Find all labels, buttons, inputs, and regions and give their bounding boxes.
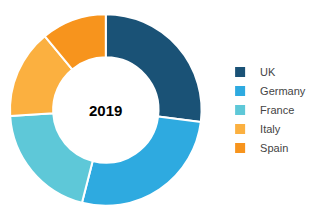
svg-text:Italy: Italy bbox=[260, 123, 281, 135]
svg-text:France: France bbox=[260, 104, 294, 116]
svg-text:UK: UK bbox=[260, 66, 276, 78]
svg-text:2019: 2019 bbox=[89, 102, 122, 119]
svg-text:Germany: Germany bbox=[260, 85, 306, 97]
svg-text:Spain: Spain bbox=[260, 142, 288, 154]
